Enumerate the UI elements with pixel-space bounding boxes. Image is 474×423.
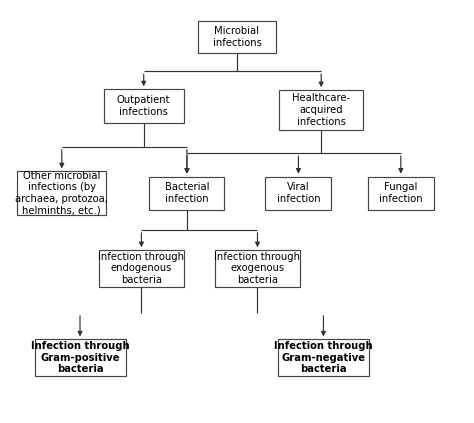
FancyBboxPatch shape bbox=[265, 176, 331, 210]
Text: Fungal
infection: Fungal infection bbox=[379, 182, 423, 204]
FancyBboxPatch shape bbox=[35, 339, 126, 376]
FancyBboxPatch shape bbox=[18, 171, 106, 215]
Text: Other microbial
infections (by
archaea, protozoa,
helminths, etc.): Other microbial infections (by archaea, … bbox=[15, 171, 108, 216]
Text: Viral
infection: Viral infection bbox=[277, 182, 320, 204]
Text: Bacterial
infection: Bacterial infection bbox=[164, 182, 209, 204]
FancyBboxPatch shape bbox=[104, 89, 183, 123]
FancyBboxPatch shape bbox=[198, 21, 276, 53]
Text: Infection through
endogenous
bacteria: Infection through endogenous bacteria bbox=[99, 252, 184, 285]
FancyBboxPatch shape bbox=[149, 176, 225, 210]
Text: Infection through
Gram-negative
bacteria: Infection through Gram-negative bacteria bbox=[274, 341, 373, 374]
Text: Infection through
exogenous
bacteria: Infection through exogenous bacteria bbox=[214, 252, 301, 285]
FancyBboxPatch shape bbox=[368, 176, 434, 210]
FancyBboxPatch shape bbox=[278, 339, 369, 376]
Text: Outpatient
infections: Outpatient infections bbox=[117, 95, 171, 117]
Text: Microbial
infections: Microbial infections bbox=[212, 26, 262, 48]
Text: Healthcare-
acquired
infections: Healthcare- acquired infections bbox=[292, 93, 350, 126]
Text: Infection through
Gram-positive
bacteria: Infection through Gram-positive bacteria bbox=[31, 341, 129, 374]
FancyBboxPatch shape bbox=[279, 90, 363, 130]
FancyBboxPatch shape bbox=[100, 250, 183, 287]
FancyBboxPatch shape bbox=[215, 250, 300, 287]
